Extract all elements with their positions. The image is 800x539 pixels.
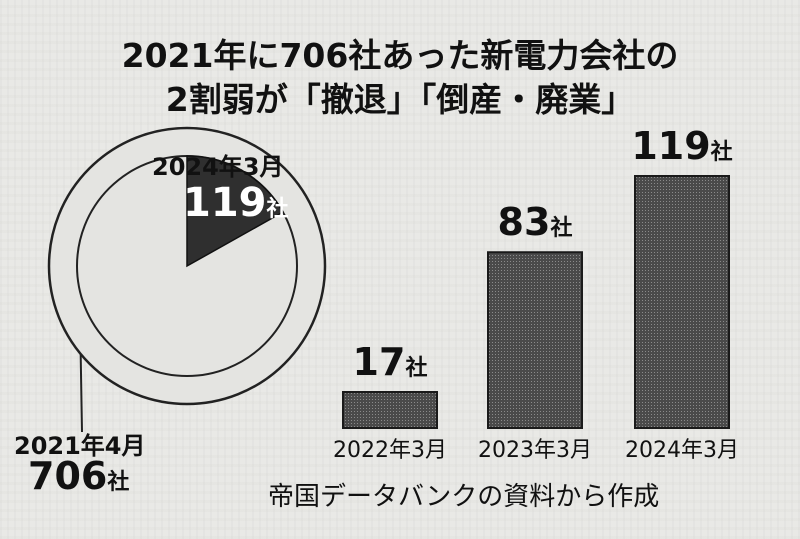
bar-2023年3月 [487,251,583,429]
pie-slice-value-label: 119社 [183,180,289,226]
bar-value-label: 17社 [330,340,450,384]
pie-top-label: 2024年3月 [152,153,284,181]
bar-value-label: 83社 [475,200,595,244]
pie-total-unit: 社 [107,470,130,495]
bar-value: 119 [631,124,711,168]
bar-category-label: 2023年3月 [478,438,592,463]
pie-slice-unit: 社 [266,197,289,222]
bar-category-label: 2024年3月 [625,438,739,463]
pie-total-label: 706社 [28,454,129,498]
bar-value-unit: 社 [550,216,573,242]
pie-slice-value: 119 [183,180,267,226]
chart-title-line1: 2021年に706社あった新電力会社の [121,36,679,75]
chart-title-line2: 2割弱が「撤退」「倒産・廃業」 [165,80,635,119]
pie-bottom-label: 2021年4月 [14,432,146,460]
bar-2022年3月 [342,391,438,429]
bar-value: 83 [497,200,551,245]
bar-value: 17 [352,340,406,384]
bar-2024年3月 [634,175,730,429]
pie-chart [47,126,327,433]
bar-value-unit: 社 [405,356,428,381]
pie-slice-2024 [186,155,284,268]
pie-total-value: 706 [28,454,108,498]
bar-value-label: 119社 [622,124,742,168]
bar-value-unit: 社 [710,140,733,165]
source-note: 帝国データバンクの資料から作成 [268,482,660,512]
pie-leader-line [79,353,83,433]
bar-category-label: 2022年3月 [333,438,447,463]
bar-chart [342,175,730,429]
